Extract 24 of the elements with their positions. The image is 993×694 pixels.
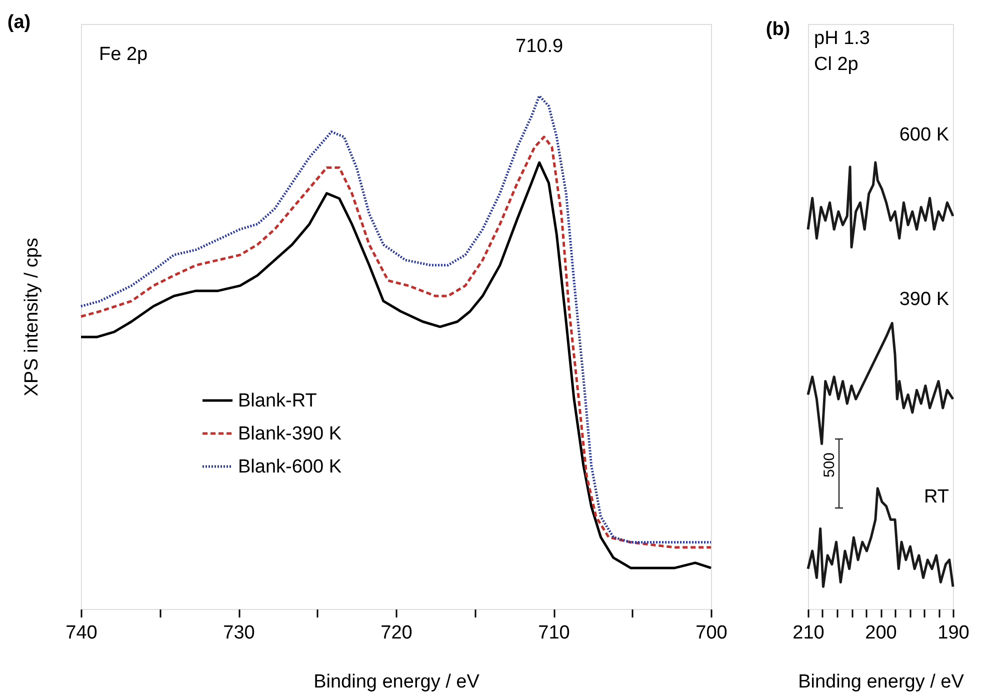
series-label: RT — [924, 486, 950, 508]
y-axis-title: XPS intensity / cps — [22, 238, 42, 396]
text: Cl 2p — [814, 54, 858, 75]
series-label: 390 K — [899, 289, 950, 310]
x-axis-title: Binding energy / eV — [798, 672, 964, 692]
text: Fe 2p — [99, 44, 148, 65]
x-tick-label: 200 — [865, 622, 897, 644]
x-axis-title: Binding energy / eV — [314, 672, 480, 692]
x-tick-label: 700 — [696, 622, 728, 644]
x-tick-label: 740 — [66, 622, 98, 644]
annotation: 500 — [821, 452, 838, 478]
x-tick-label: 720 — [380, 622, 412, 644]
series-label: 600 K — [899, 124, 950, 146]
x-tick-label: 190 — [938, 622, 970, 644]
chart-title: (a) — [7, 12, 31, 33]
chart-title: (b) — [766, 19, 790, 40]
text: pH 1.3 — [814, 28, 870, 49]
legend-label: Blank-390 K — [238, 424, 342, 444]
x-tick-label: 210 — [792, 622, 824, 644]
x-tick-label: 730 — [223, 622, 255, 644]
annotation: 710.9 — [516, 36, 564, 57]
legend-label: Blank-600 K — [238, 456, 342, 478]
x-tick-label: 710 — [538, 622, 570, 644]
legend-label: Blank-RT — [238, 390, 318, 412]
